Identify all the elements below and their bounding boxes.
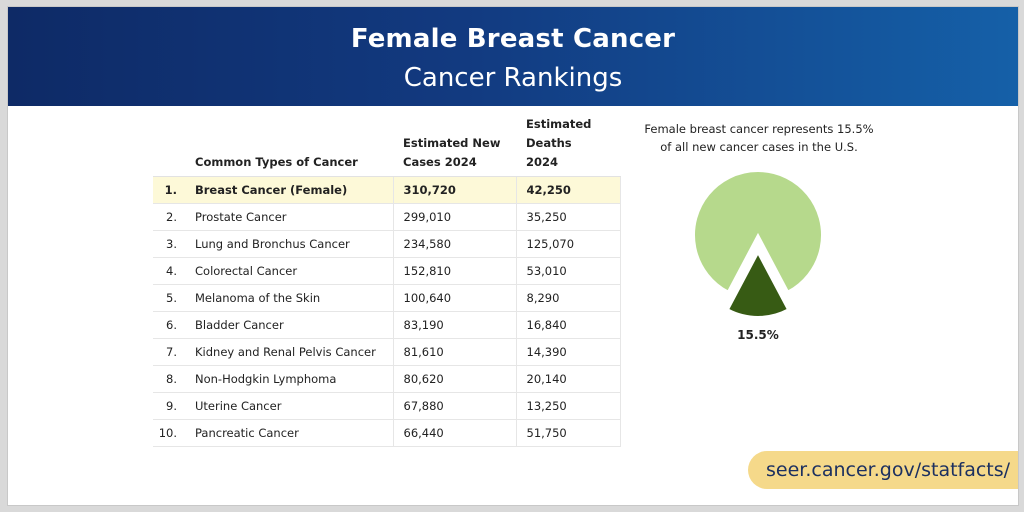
new-cases-cell: 81,610 (393, 338, 517, 366)
pie-caption-line1: Female breast cancer represents 15.5% (644, 122, 874, 136)
infographic-card: Female Breast Cancer Cancer Rankings Com… (7, 6, 1019, 506)
rank-column-header (153, 115, 185, 177)
pie-slice-breast-cancer (726, 250, 790, 318)
cancer-type-cell: Prostate Cancer (185, 203, 394, 231)
deaths-cell: 125,070 (516, 230, 621, 258)
table-row: 4. Colorectal Cancer 152,810 53,010 (153, 257, 621, 285)
source-url-text[interactable]: seer.cancer.gov/statfacts/ (766, 459, 1011, 481)
rank-cell: 5. (153, 284, 185, 312)
page-subtitle: Cancer Rankings (403, 63, 623, 93)
pie-data-label: 15.5% (737, 328, 779, 342)
pie-slice-other (693, 170, 823, 293)
table-row: 8. Non-Hodgkin Lymphoma 80,620 20,140 (153, 365, 621, 393)
rank-cell: 1. (153, 176, 185, 204)
cancer-type-cell: Uterine Cancer (185, 392, 394, 420)
cancer-type-cell: Bladder Cancer (185, 311, 394, 339)
cancer-type-cell: Colorectal Cancer (185, 257, 394, 285)
new-cases-cell: 83,190 (393, 311, 517, 339)
pie-caption: Female breast cancer represents 15.5% of… (630, 120, 888, 156)
pie-chart: 15.5% (693, 170, 823, 342)
rank-cell: 10. (153, 419, 185, 447)
deaths-cell: 8,290 (516, 284, 621, 312)
cancer-type-cell: Pancreatic Cancer (185, 419, 394, 447)
rank-cell: 4. (153, 257, 185, 285)
cancer-type-cell: Lung and Bronchus Cancer (185, 230, 394, 258)
new-cases-cell: 80,620 (393, 365, 517, 393)
deaths-cell: 13,250 (516, 392, 621, 420)
page-title: Female Breast Cancer (350, 24, 676, 54)
column-header-deaths: Estimated Deaths 2024 (516, 115, 620, 177)
cancer-type-cell: Breast Cancer (Female) (185, 176, 394, 204)
rank-cell: 3. (153, 230, 185, 258)
table-row: 3. Lung and Bronchus Cancer 234,580 125,070 (153, 230, 621, 258)
table-row: 7. Kidney and Renal Pelvis Cancer 81,610 14… (153, 338, 621, 366)
new-cases-cell: 299,010 (393, 203, 517, 231)
new-cases-cell: 310,720 (393, 176, 517, 204)
table-row: 5. Melanoma of the Skin 100,640 8,290 (153, 284, 621, 312)
source-url-badge[interactable]: seer.cancer.gov/statfacts/ (748, 451, 1018, 489)
rank-cell: 2. (153, 203, 185, 231)
cancer-type-cell: Non-Hodgkin Lymphoma (185, 365, 394, 393)
table-row: 1. Breast Cancer (Female) 310,720 42,250 (153, 176, 621, 204)
column-header-cases-text: Estimated New Cases 2024 (403, 136, 501, 169)
rank-cell: 7. (153, 338, 185, 366)
table-row: 6. Bladder Cancer 83,190 16,840 (153, 311, 621, 339)
new-cases-cell: 66,440 (393, 419, 517, 447)
rank-cell: 9. (153, 392, 185, 420)
cancer-type-cell: Kidney and Renal Pelvis Cancer (185, 338, 394, 366)
table-header-row: Common Types of Cancer Estimated New Cas… (153, 115, 620, 177)
table-row: 9. Uterine Cancer 67,880 13,250 (153, 392, 621, 420)
new-cases-cell: 234,580 (393, 230, 517, 258)
deaths-cell: 16,840 (516, 311, 621, 339)
deaths-cell: 51,750 (516, 419, 621, 447)
column-header-deaths-text: Estimated Deaths 2024 (526, 117, 592, 169)
cancer-type-cell: Melanoma of the Skin (185, 284, 394, 312)
table-row: 10. Pancreatic Cancer 66,440 51,750 (153, 419, 621, 447)
table-row: 2. Prostate Cancer 299,010 35,250 (153, 203, 621, 231)
new-cases-cell: 152,810 (393, 257, 517, 285)
deaths-cell: 53,010 (516, 257, 621, 285)
new-cases-cell: 100,640 (393, 284, 517, 312)
header-banner: Female Breast Cancer Cancer Rankings (8, 7, 1018, 106)
column-header-type: Common Types of Cancer (185, 115, 393, 177)
pie-caption-line2: of all new cancer cases in the U.S. (660, 140, 858, 154)
deaths-cell: 14,390 (516, 338, 621, 366)
new-cases-cell: 67,880 (393, 392, 517, 420)
deaths-cell: 42,250 (516, 176, 621, 204)
column-header-cases: Estimated New Cases 2024 (393, 115, 516, 177)
deaths-cell: 35,250 (516, 203, 621, 231)
rank-cell: 8. (153, 365, 185, 393)
cancer-rankings-table: Common Types of Cancer Estimated New Cas… (153, 115, 621, 447)
table-body: 1. Breast Cancer (Female) 310,720 42,250 2. P… (153, 176, 621, 447)
rank-cell: 6. (153, 311, 185, 339)
deaths-cell: 20,140 (516, 365, 621, 393)
